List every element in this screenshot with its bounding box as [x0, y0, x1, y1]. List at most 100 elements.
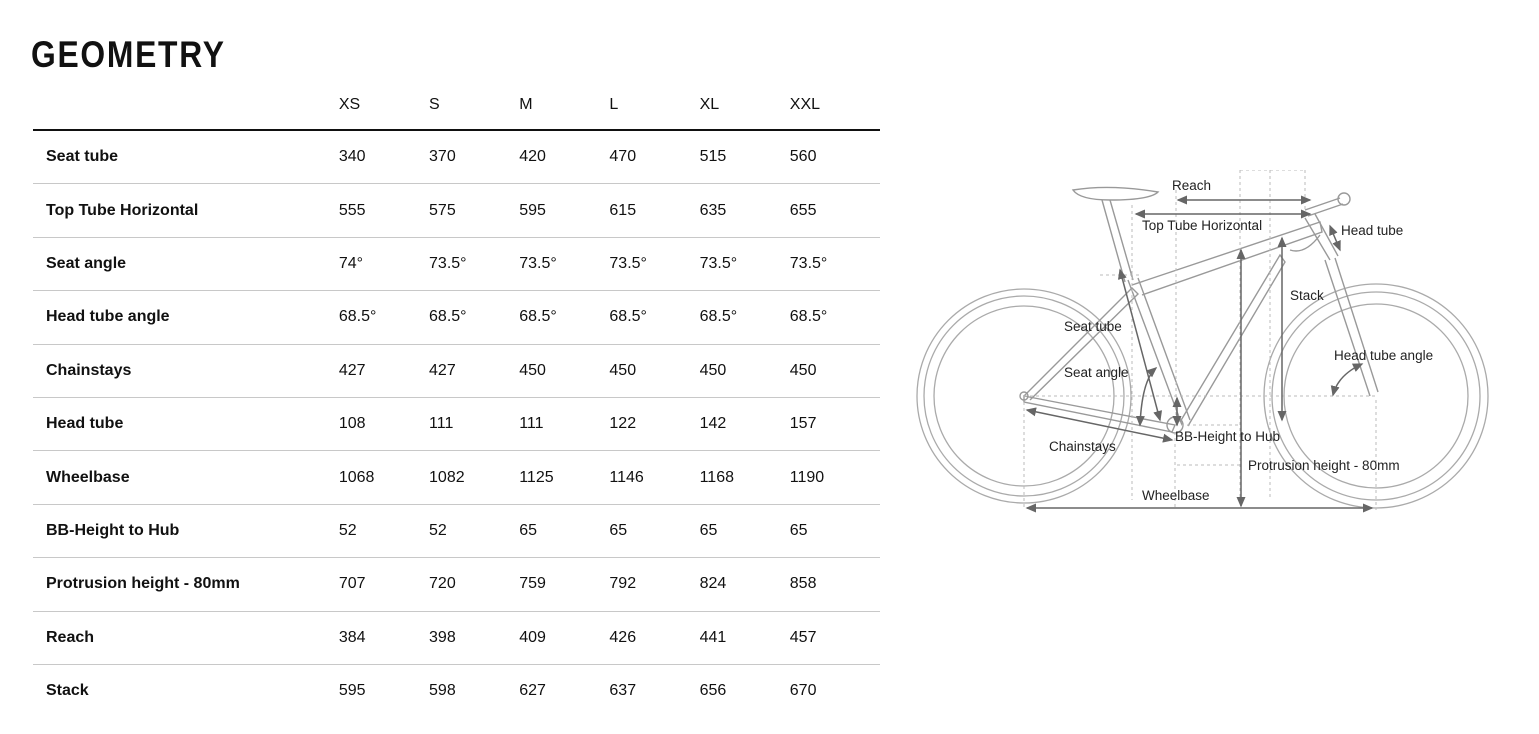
cell-xl: 824	[699, 557, 790, 612]
row-label: Wheelbase	[33, 450, 339, 505]
cell-xl: 73.5°	[699, 237, 790, 292]
row-label: Top Tube Horizontal	[33, 183, 339, 238]
dimension-arrows	[1025, 195, 1374, 513]
cell-l: 73.5°	[609, 237, 700, 292]
cell-xl: 65	[699, 504, 790, 559]
cell-m: 73.5°	[519, 237, 610, 292]
cell-m: 65	[519, 504, 610, 559]
cell-xs: 555	[338, 183, 430, 238]
cell-m: 68.5°	[519, 290, 610, 345]
cell-m: 450	[519, 344, 610, 398]
cell-l: 122	[609, 397, 700, 452]
table-row: Seat tube 340 370 420 470 515 560	[33, 130, 880, 185]
cell-m: 595	[519, 183, 610, 238]
cell-xs: 384	[338, 611, 430, 665]
label-stack: Stack	[1290, 288, 1324, 303]
cell-xxl: 670	[789, 682, 817, 700]
cell-xs: 74°	[338, 237, 430, 292]
cell-s: 73.5°	[429, 237, 520, 292]
cell-xxl: 73.5°	[789, 237, 880, 292]
cell-l: 450	[609, 344, 700, 398]
size-header-xl: XL	[699, 80, 790, 131]
row-label: Stack	[46, 682, 89, 700]
cell-xxl: 1190	[789, 450, 880, 505]
cell-xxl: 65	[789, 504, 880, 559]
label-top-tube: Top Tube Horizontal	[1142, 218, 1262, 233]
cell-l: 470	[609, 130, 700, 185]
cell-m: 420	[519, 130, 610, 185]
label-head-tube-angle: Head tube angle	[1334, 348, 1433, 363]
page-title: GEOMETRY	[31, 34, 226, 75]
cell-l: 65	[609, 504, 700, 559]
size-header-l: L	[609, 80, 700, 131]
cell-xs: 108	[338, 397, 430, 452]
cell-xl: 142	[699, 397, 790, 452]
cell-m: 759	[519, 557, 610, 612]
size-header-m: M	[519, 80, 610, 131]
table-row: Protrusion height - 80mm 707 720 759 792 824 8…	[33, 557, 880, 612]
label-chainstays: Chainstays	[1049, 439, 1116, 454]
cell-xl: 635	[699, 183, 790, 238]
cell-l: 68.5°	[609, 290, 700, 345]
row-label: Chainstays	[33, 344, 339, 398]
cell-m: 627	[519, 682, 546, 700]
cell-xs: 427	[338, 344, 430, 398]
label-seat-angle: Seat angle	[1064, 365, 1129, 380]
cell-xxl: 457	[789, 611, 880, 665]
cell-s: 68.5°	[429, 290, 520, 345]
table-row: Stack 595 598 627 637 656 670	[33, 664, 880, 717]
label-bb-height: BB-Height to Hub	[1175, 429, 1280, 444]
cell-xs: 595	[338, 682, 366, 700]
row-label: Reach	[33, 611, 339, 665]
cell-l: 792	[609, 557, 700, 612]
label-protrusion: Protrusion height - 80mm	[1248, 458, 1400, 473]
table-row: Head tube angle 68.5° 68.5° 68.5° 68.5° 68.5°…	[33, 290, 880, 345]
table-row: Chainstays 427 427 450 450 450 450	[33, 344, 880, 398]
cell-m: 111	[519, 397, 610, 452]
table-row: Head tube 108 111 111 122 142 157	[33, 397, 880, 452]
cell-xl: 1168	[699, 450, 790, 505]
cell-xxl: 858	[789, 557, 880, 612]
cell-xl: 441	[699, 611, 790, 665]
cell-xs: 1068	[338, 450, 430, 505]
geometry-table: XS S M L XL XXL Seat tube 340 370 420 470 515…	[33, 80, 880, 717]
cell-l: 637	[609, 682, 637, 700]
cell-s: 52	[429, 504, 520, 559]
cell-xl: 68.5°	[699, 290, 790, 345]
row-label: Seat tube	[33, 130, 339, 185]
cell-xl: 656	[699, 682, 727, 700]
cell-s: 575	[429, 183, 520, 238]
table-row: Seat angle 74° 73.5° 73.5° 73.5° 73.5° 73.5°	[33, 237, 880, 292]
cell-s: 398	[429, 611, 520, 665]
cell-l: 615	[609, 183, 700, 238]
size-header-xxl: XXL	[789, 80, 880, 131]
cell-s: 370	[429, 130, 520, 185]
cell-xxl: 655	[789, 183, 880, 238]
cell-s: 427	[429, 344, 520, 398]
cell-m: 1125	[519, 450, 610, 505]
cell-xs: 52	[338, 504, 430, 559]
label-seat-tube: Seat tube	[1064, 319, 1122, 334]
dimension-guides	[1023, 170, 1377, 510]
cell-xxl: 68.5°	[789, 290, 880, 345]
row-label: BB-Height to Hub	[33, 504, 339, 559]
cell-l: 426	[609, 611, 700, 665]
cell-xl: 515	[699, 130, 790, 185]
cell-l: 1146	[609, 450, 700, 505]
cell-xs: 68.5°	[338, 290, 430, 345]
row-label: Protrusion height - 80mm	[33, 557, 339, 612]
label-reach: Reach	[1172, 178, 1211, 193]
cell-xxl: 560	[789, 130, 880, 185]
cell-xxl: 157	[789, 397, 880, 452]
cell-m: 409	[519, 611, 610, 665]
row-label: Head tube	[33, 397, 339, 452]
size-header-xs: XS	[338, 80, 430, 131]
table-row: Reach 384 398 409 426 441 457	[33, 611, 880, 665]
cell-s: 720	[429, 557, 520, 612]
cell-s: 111	[429, 397, 520, 452]
cell-xl: 450	[699, 344, 790, 398]
size-header-row: XS S M L XL XXL	[33, 80, 880, 131]
table-row: BB-Height to Hub 52 52 65 65 65 65	[33, 504, 880, 559]
cell-xs: 707	[338, 557, 430, 612]
header-blank	[33, 80, 339, 131]
